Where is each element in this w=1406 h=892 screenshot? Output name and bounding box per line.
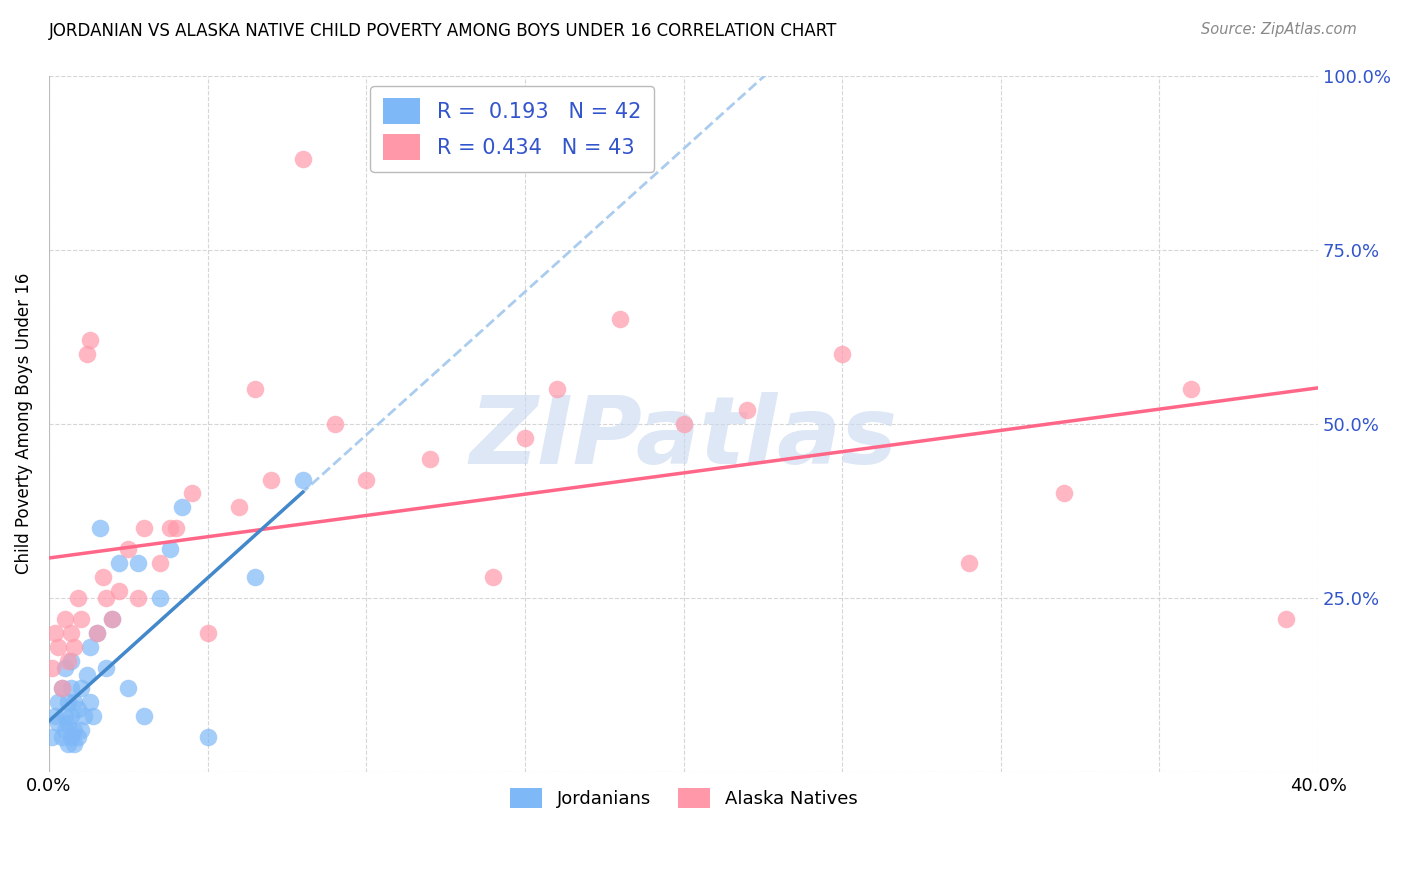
- Point: [134, 521, 156, 535]
- Point: [323, 417, 346, 431]
- Text: Source: ZipAtlas.com: Source: ZipAtlas.com: [1201, 22, 1357, 37]
- Point: [94, 660, 117, 674]
- Point: [356, 473, 378, 487]
- Point: [79, 640, 101, 654]
- Point: [831, 347, 853, 361]
- Point: [48, 716, 70, 731]
- Point: [149, 556, 172, 570]
- Point: [482, 570, 505, 584]
- Point: [79, 333, 101, 347]
- Point: [51, 681, 73, 696]
- Point: [41, 660, 63, 674]
- Point: [66, 731, 89, 745]
- Point: [53, 709, 76, 723]
- Point: [180, 486, 202, 500]
- Point: [69, 723, 91, 738]
- Point: [53, 612, 76, 626]
- Point: [197, 625, 219, 640]
- Point: [66, 702, 89, 716]
- Text: ZIPatlas: ZIPatlas: [470, 392, 897, 483]
- Point: [245, 382, 267, 396]
- Point: [91, 570, 114, 584]
- Point: [735, 402, 758, 417]
- Point: [44, 709, 66, 723]
- Point: [63, 737, 86, 751]
- Point: [41, 731, 63, 745]
- Point: [245, 570, 267, 584]
- Point: [260, 473, 283, 487]
- Point: [86, 625, 108, 640]
- Point: [159, 521, 181, 535]
- Point: [291, 473, 314, 487]
- Point: [1053, 486, 1076, 500]
- Point: [165, 521, 187, 535]
- Point: [1275, 612, 1298, 626]
- Point: [48, 640, 70, 654]
- Point: [51, 731, 73, 745]
- Point: [73, 709, 96, 723]
- Point: [60, 731, 83, 745]
- Point: [53, 723, 76, 738]
- Point: [60, 625, 83, 640]
- Point: [609, 312, 631, 326]
- Point: [82, 709, 104, 723]
- Point: [228, 500, 250, 515]
- Text: JORDANIAN VS ALASKA NATIVE CHILD POVERTY AMONG BOYS UNDER 16 CORRELATION CHART: JORDANIAN VS ALASKA NATIVE CHILD POVERTY…: [49, 22, 838, 40]
- Point: [53, 660, 76, 674]
- Point: [60, 709, 83, 723]
- Point: [419, 451, 441, 466]
- Point: [117, 681, 139, 696]
- Point: [63, 695, 86, 709]
- Point: [86, 625, 108, 640]
- Point: [127, 591, 149, 605]
- Point: [63, 723, 86, 738]
- Point: [56, 737, 79, 751]
- Y-axis label: Child Poverty Among Boys Under 16: Child Poverty Among Boys Under 16: [15, 273, 32, 574]
- Point: [197, 731, 219, 745]
- Point: [76, 347, 98, 361]
- Point: [672, 417, 695, 431]
- Point: [56, 695, 79, 709]
- Point: [159, 542, 181, 557]
- Point: [149, 591, 172, 605]
- Point: [134, 709, 156, 723]
- Point: [291, 152, 314, 166]
- Point: [51, 681, 73, 696]
- Point: [513, 431, 536, 445]
- Point: [101, 612, 124, 626]
- Point: [957, 556, 980, 570]
- Point: [60, 654, 83, 668]
- Point: [44, 625, 66, 640]
- Point: [107, 584, 129, 599]
- Point: [76, 667, 98, 681]
- Point: [69, 681, 91, 696]
- Point: [117, 542, 139, 557]
- Point: [89, 521, 111, 535]
- Point: [1180, 382, 1202, 396]
- Point: [56, 716, 79, 731]
- Point: [79, 695, 101, 709]
- Point: [63, 640, 86, 654]
- Point: [546, 382, 568, 396]
- Point: [48, 695, 70, 709]
- Point: [56, 654, 79, 668]
- Point: [107, 556, 129, 570]
- Point: [60, 681, 83, 696]
- Point: [69, 612, 91, 626]
- Point: [66, 591, 89, 605]
- Point: [127, 556, 149, 570]
- Point: [172, 500, 194, 515]
- Point: [94, 591, 117, 605]
- Point: [101, 612, 124, 626]
- Legend: Jordanians, Alaska Natives: Jordanians, Alaska Natives: [502, 781, 865, 815]
